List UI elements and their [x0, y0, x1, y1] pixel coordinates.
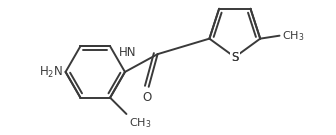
Text: O: O	[142, 91, 152, 104]
Text: H$_2$N: H$_2$N	[39, 64, 63, 80]
Text: HN: HN	[119, 46, 137, 59]
Text: S: S	[231, 51, 239, 64]
Text: S: S	[231, 51, 239, 64]
Text: CH$_3$: CH$_3$	[129, 116, 151, 130]
Text: CH$_3$: CH$_3$	[282, 29, 304, 43]
Text: S: S	[231, 51, 239, 64]
